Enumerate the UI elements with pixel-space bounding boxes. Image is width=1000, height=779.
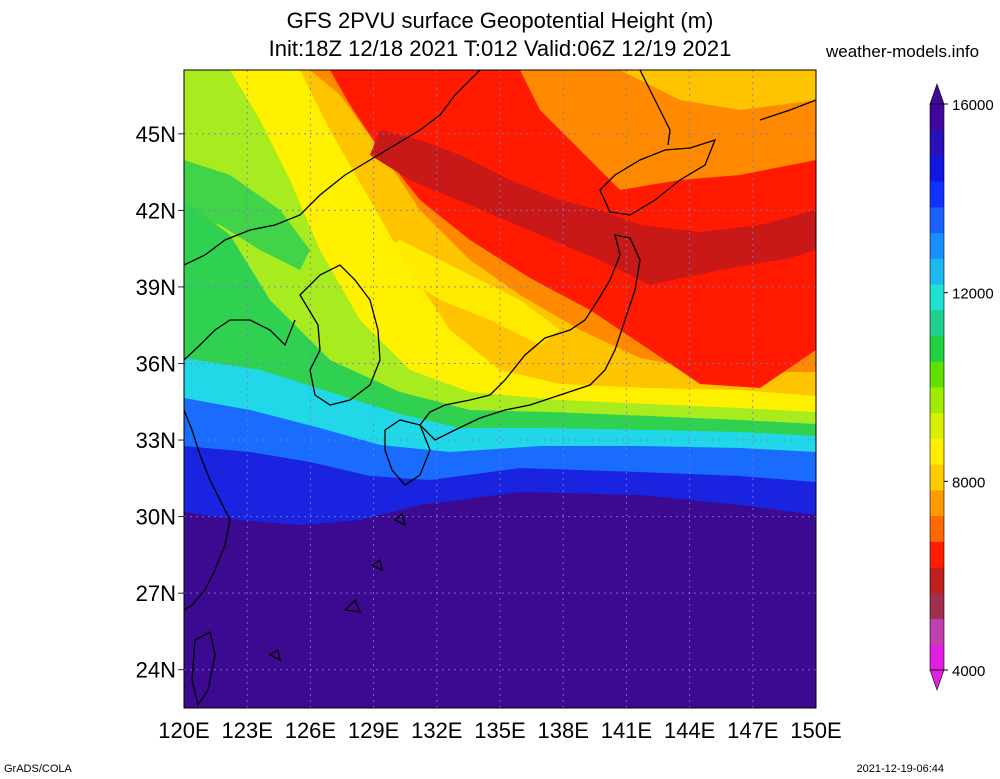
- colorbar-swatch: [930, 309, 944, 337]
- colorbar-label: 12000: [952, 286, 994, 303]
- colorbar-swatch: [930, 206, 944, 234]
- colorbar-max-arrow: [929, 83, 945, 105]
- lat-tick-label: 24N: [136, 658, 176, 683]
- field-dark-red: [370, 130, 816, 285]
- longitude-axis: 120E 123E 126E 129E 132E 135E 138E 141E 144E 147E…: [158, 718, 841, 743]
- colorbar-swatch: [930, 412, 944, 439]
- colorbar-swatch: [930, 541, 944, 568]
- lon-tick-label: 126E: [285, 718, 336, 743]
- colorbar-label: 8000: [952, 474, 985, 491]
- site-label: weather-models.info: [826, 42, 980, 61]
- coastlines: [184, 70, 816, 707]
- coast-ryukyu: [268, 512, 407, 662]
- colorbar-swatch: [930, 489, 944, 517]
- lat-tick-label: 33N: [136, 428, 176, 453]
- colorbar-swatch: [930, 361, 944, 388]
- colorbar-swatch: [930, 284, 944, 311]
- colorbar-swatch: [930, 567, 944, 594]
- coast-mainland: [184, 70, 481, 266]
- lon-tick-label: 123E: [222, 718, 273, 743]
- colorbar-swatch: [930, 592, 944, 620]
- lon-tick-label: 132E: [411, 718, 462, 743]
- map-frame: [183, 69, 817, 709]
- lat-tick-label: 27N: [136, 581, 176, 606]
- lat-tick-label: 42N: [136, 198, 176, 223]
- lat-tick-label: 36N: [136, 351, 176, 376]
- chart-title: GFS 2PVU surface Geopotential Height (m): [286, 8, 714, 33]
- colorbar-swatch: [930, 387, 944, 414]
- colorbar-swatch: [930, 335, 944, 362]
- colorbar-swatch: [930, 155, 944, 182]
- colorbar: [929, 83, 945, 691]
- lon-tick-label: 120E: [158, 718, 209, 743]
- colorbar-label: 4000: [952, 663, 985, 680]
- coast-japan-honshu: [419, 234, 641, 441]
- colorbar-swatch: [930, 181, 944, 208]
- lat-tick-label: 45N: [136, 122, 176, 147]
- coast-sakhalin: [639, 70, 816, 146]
- footer-software: GrADS/COLA: [4, 763, 72, 775]
- coast-japan-hokkaido: [599, 138, 717, 216]
- chart-subtitle: Init:18Z 12/18 2021 T:012 Valid:06Z 12/1…: [268, 36, 732, 61]
- coast-china: [184, 319, 296, 611]
- lat-tick-label: 30N: [136, 505, 176, 530]
- colorbar-swatch: [930, 438, 944, 465]
- lon-tick-label: 135E: [474, 718, 525, 743]
- colorbar-swatch: [930, 618, 944, 645]
- coast-taiwan: [191, 631, 216, 707]
- colorbar-swatch: [930, 464, 944, 491]
- lon-tick-label: 141E: [601, 718, 652, 743]
- field-yellow-streak: [370, 240, 560, 345]
- colorbar-frame: [929, 103, 945, 671]
- lon-tick-label: 150E: [790, 718, 841, 743]
- colorbar-label: 16000: [952, 97, 994, 114]
- lon-tick-label: 147E: [727, 718, 778, 743]
- coast-korea: [299, 264, 381, 406]
- colorbar-swatch: [930, 232, 944, 259]
- lat-tick-label: 39N: [136, 275, 176, 300]
- colorbar-swatch: [930, 104, 944, 131]
- footer-timestamp: 2021-12-19-06:44: [856, 763, 944, 775]
- latitude-axis: 45N 42N 39N 36N 33N 30N 27N 24N: [136, 122, 176, 683]
- colorbar-labels: 16000 12000 8000 4000: [944, 97, 994, 680]
- lon-tick-label: 129E: [348, 718, 399, 743]
- colorbar-swatch: [930, 644, 944, 671]
- colorbar-swatch: [930, 129, 944, 156]
- colorbar-swatch: [930, 515, 944, 542]
- colorbar-min-arrow: [929, 669, 945, 691]
- lon-tick-label: 144E: [664, 718, 715, 743]
- lon-tick-label: 138E: [538, 718, 589, 743]
- coast-japan-kyushu: [384, 419, 431, 486]
- gridlines: [178, 70, 816, 708]
- colorbar-swatch: [930, 258, 944, 285]
